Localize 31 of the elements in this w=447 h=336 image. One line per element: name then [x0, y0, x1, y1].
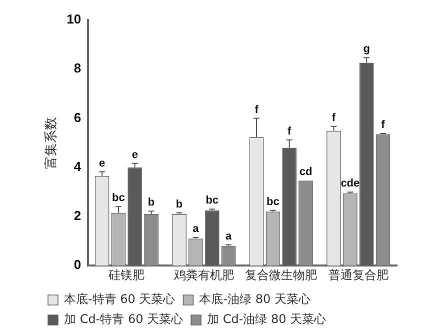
y-tick-label: 6 [74, 110, 82, 125]
data-label: bc [266, 196, 280, 208]
data-label: f [332, 112, 336, 124]
data-label: g [363, 43, 370, 56]
legend-label: 加 Cd-油绿 80 天菜心 [207, 312, 326, 326]
y-tick-label: 0 [74, 257, 82, 272]
data-label: e [98, 157, 106, 170]
data-label: cde [340, 178, 360, 190]
y-axis-title: 富集系数 [43, 116, 60, 169]
y-tick-label: 2 [74, 208, 82, 224]
data-label: b [176, 198, 183, 210]
data-label: bc [206, 194, 219, 207]
y-tick-label: 10 [66, 12, 82, 27]
legend-label: 本底-油绿 80 天菜心 [199, 292, 310, 306]
data-label: cd [299, 166, 312, 178]
data-label: f [288, 125, 292, 138]
legend-label: 本底-特青 60 天菜心 [64, 292, 176, 306]
data-label: e [132, 148, 138, 161]
data-label: bc [112, 192, 125, 204]
data-label: f [254, 104, 259, 116]
data-label: a [225, 230, 232, 242]
x-tick-label: 鸡粪有机肥 [172, 268, 234, 282]
x-tick-label: 硅镁肥 [108, 268, 145, 282]
data-label: b [148, 196, 155, 209]
x-tick-label: 普通复合肥 [328, 268, 388, 282]
y-tick-label: 8 [74, 60, 82, 76]
legend-label: 加 Cd-特青 60 天菜心 [64, 312, 184, 326]
data-label: f [381, 119, 386, 131]
data-label: a [192, 222, 200, 235]
x-tick-label: 复合微生物肥 [245, 268, 318, 282]
y-tick-label: 4 [74, 158, 82, 174]
